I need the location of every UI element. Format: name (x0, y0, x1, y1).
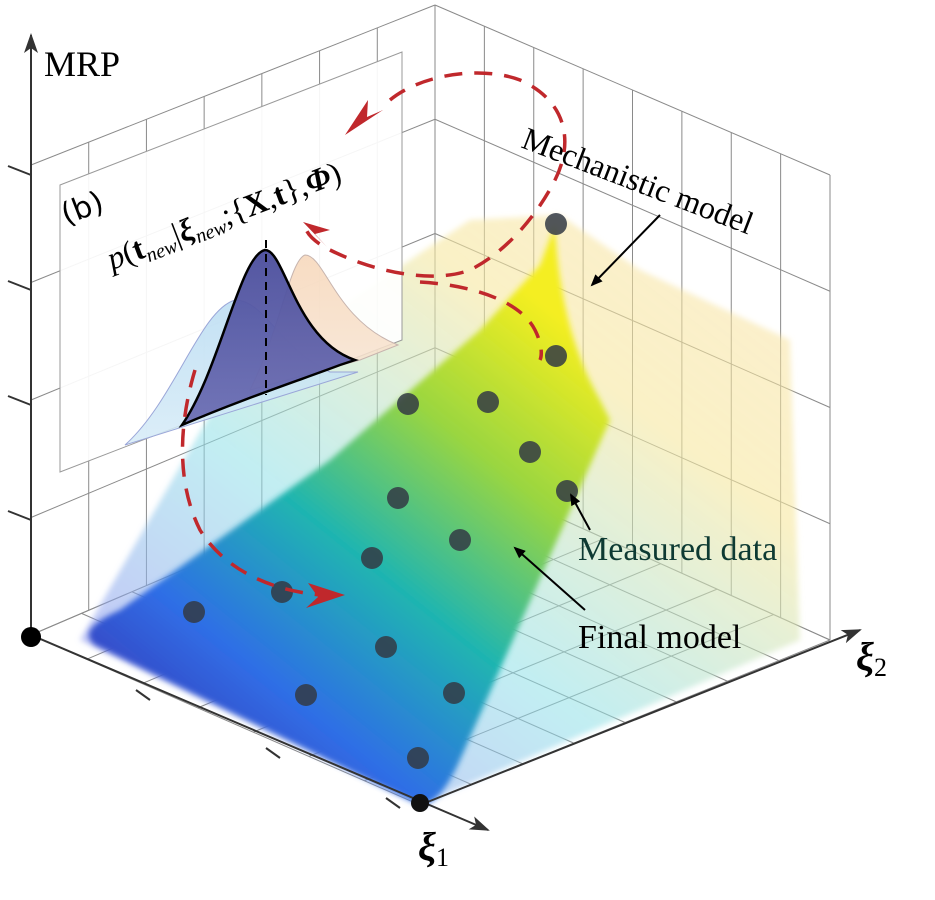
inset-panel (59, 51, 403, 473)
measured-data-point (556, 480, 578, 502)
axes (21, 33, 862, 831)
origin-point (21, 627, 41, 647)
grid-line (434, 4, 831, 176)
xi2-axis (419, 629, 862, 806)
measured-data-point (407, 747, 429, 769)
measured-data-label: Measured data (578, 531, 777, 568)
xi2-axis-label: ξ2 (856, 634, 887, 682)
measured-data-point (545, 345, 567, 367)
mrp-axis-label: MRP (44, 44, 120, 84)
measured-data-point (449, 529, 471, 551)
xi1-tick (265, 747, 281, 759)
grid-line (434, 118, 831, 292)
measured-data-point (295, 684, 317, 706)
xi1-tick (135, 689, 151, 701)
inset-formula: p(tnew|ξnew;{X,t},Φ) (100, 154, 348, 281)
mrp-tick (7, 395, 32, 406)
corner-point (411, 794, 429, 812)
measured-pointer (570, 493, 591, 531)
measured-data-point (361, 547, 383, 569)
measured-data-point (397, 393, 419, 415)
measured-data-point (387, 487, 409, 509)
measured-data-points (183, 213, 578, 769)
loop-arc-bottom (180, 369, 321, 597)
measured-data-point (477, 391, 499, 413)
final-pointer (513, 546, 586, 611)
axis-ticks (7, 165, 401, 809)
mechanistic-pointer (590, 214, 661, 287)
annotation-arrows (513, 214, 661, 611)
loop-arrowhead-bottom (306, 583, 345, 608)
measured-data-point (443, 682, 465, 704)
final-model-surface (88, 225, 611, 805)
measured-data-point (375, 636, 397, 658)
loop-arc-top (303, 71, 567, 278)
posterior-distribution (178, 248, 359, 428)
xi1-axis (30, 634, 490, 831)
xi1-tick (385, 797, 401, 809)
xi1-axis-label: ξ1 (418, 824, 449, 872)
loop-arc-right (419, 280, 543, 361)
mrp-tick (7, 280, 32, 291)
loop-arrowhead-mid (303, 222, 330, 247)
mrp-tick (7, 510, 32, 521)
measured-data-point (519, 441, 541, 463)
loop-arrowhead-top (345, 100, 383, 135)
measured-data-point (271, 581, 293, 603)
measured-data-point (545, 213, 567, 235)
grid-line (30, 4, 436, 166)
final-model-label: Final model (578, 619, 741, 656)
measured-data-point (183, 601, 205, 623)
mrp-tick (7, 165, 32, 176)
iteration-loop (180, 71, 567, 608)
